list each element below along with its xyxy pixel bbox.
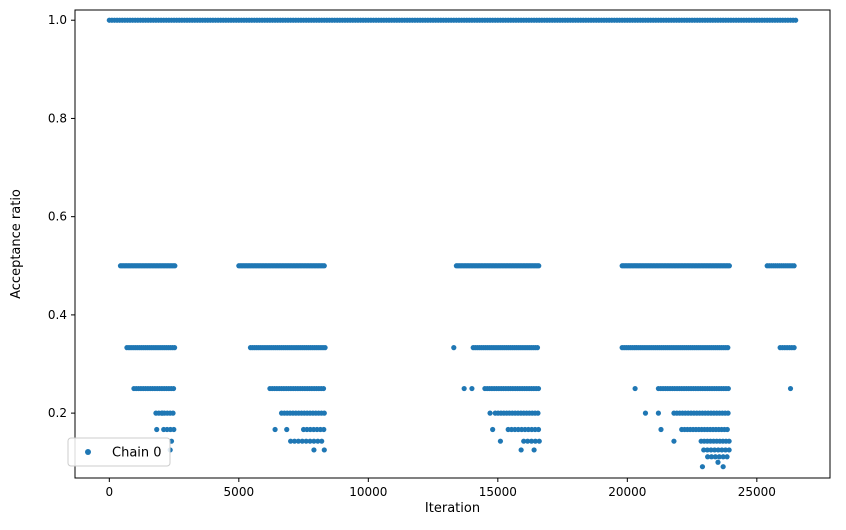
data-point [787,385,794,392]
plot-area-frame [74,9,831,479]
data-point [716,454,722,460]
data-point [724,426,730,433]
data-point [715,447,721,453]
data-point [642,410,649,416]
data-point [159,410,166,416]
data-point [705,454,711,460]
y-tick-label: 0.2 [48,406,67,420]
legend: Chain 0 [67,437,171,467]
data-point [311,447,317,453]
data-point [725,345,731,351]
y-tick-label: 0.6 [48,210,67,224]
data-point [720,464,726,470]
data-point [724,454,730,460]
data-point [521,438,527,444]
data-point [320,385,327,392]
legend-label-chain-0: Chain 0 [112,446,162,461]
data-point [725,385,731,392]
data-point [321,263,327,269]
data-point [307,438,313,444]
data-point [701,447,707,453]
data-point [487,410,493,416]
data-point [291,438,298,444]
x-tick-label: 5000 [224,485,255,499]
data-point [536,263,542,269]
data-point [299,438,305,444]
data-point [535,426,542,433]
data-point [288,438,294,444]
data-point [532,438,538,444]
x-tick-label: 0 [105,485,113,499]
data-point [793,17,799,23]
data-point [726,438,732,444]
data-point [322,345,328,351]
axes-frame [74,9,831,479]
data-point [154,426,160,433]
data-point [497,438,504,444]
x-tick-label: 15000 [479,485,517,499]
data-point [725,410,731,416]
data-point [722,447,729,453]
data-point [712,447,718,453]
data-point [311,438,317,444]
data-point [658,426,664,433]
data-point [321,410,327,416]
legend-frame [67,437,171,467]
data-point [531,447,537,453]
data-point [671,438,677,444]
data-point [272,426,278,433]
data-point [719,447,725,453]
data-point [518,447,524,453]
data-point [525,438,531,444]
data-point [708,454,715,460]
data-point [704,447,710,453]
data-point [284,426,290,433]
data-point [655,410,662,416]
data-point [712,454,718,460]
x-axis-ticks: 0 5000 10000 15000 20000 25000 [105,478,776,499]
x-axis-label: Iteration [425,501,480,516]
data-point [536,438,542,444]
data-point [321,447,327,453]
data-point [321,426,327,433]
data-point [632,385,638,392]
legend-marker [85,449,91,455]
data-point [490,426,496,433]
data-point [528,438,535,444]
data-point [171,426,177,433]
data-point [303,438,309,444]
data-points [106,17,799,470]
x-tick-label: 20000 [608,485,646,499]
data-point [295,438,301,444]
data-point [451,345,457,351]
y-tick-label: 0.8 [48,111,67,125]
data-point [535,410,541,416]
y-tick-label: 0.4 [48,308,67,322]
data-point [469,385,475,392]
y-axis-label: Acceptance ratio [9,189,24,299]
data-point [535,385,542,392]
data-point [720,454,726,460]
data-point [708,447,714,453]
data-point [726,447,732,453]
y-tick-label: 1.0 [48,13,67,27]
data-point [534,345,541,351]
data-point [315,438,321,444]
data-point [699,464,706,470]
data-point [791,345,797,351]
data-point [726,263,732,269]
data-point [319,438,325,444]
data-point [172,263,178,269]
x-tick-label: 25000 [738,485,776,499]
x-tick-label: 10000 [349,485,387,499]
data-point [461,385,467,392]
data-point [171,345,178,351]
data-point [715,459,721,465]
data-point [791,263,797,269]
y-axis-ticks: 0.2 0.4 0.6 0.8 1.0 [48,13,75,420]
data-point [170,385,177,392]
data-point [170,410,176,416]
